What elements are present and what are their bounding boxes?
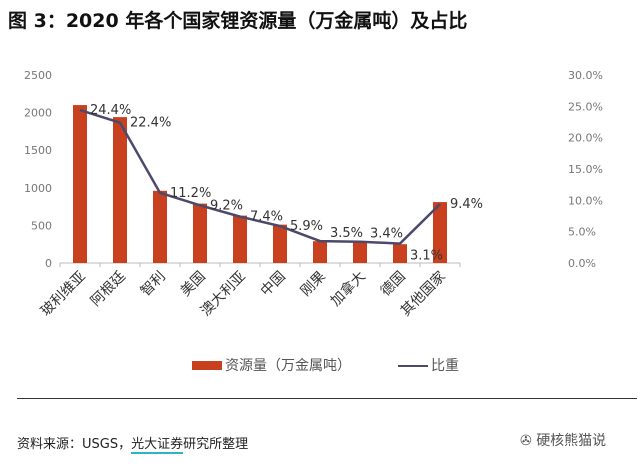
- legend-bar-label: 资源量（万金属吨）: [225, 358, 351, 374]
- data-label: 9.2%: [210, 198, 243, 213]
- y-right-tick-label: 5.0%: [568, 226, 596, 239]
- x-tick-label: 智利: [138, 269, 169, 300]
- bar: [353, 241, 367, 263]
- source-note: 资料来源：USGS，光大证券研究所整理: [17, 433, 249, 454]
- legend-line-label: 比重: [431, 358, 459, 374]
- y-right-tick-label: 30.0%: [568, 69, 603, 82]
- chart-title: 图 3：2020 年各个国家锂资源量（万金属吨）及占比: [8, 10, 468, 32]
- y-right-tick-label: 0.0%: [568, 257, 596, 270]
- watermark: ✇ 硬核熊猫说: [520, 433, 607, 449]
- data-label: 22.4%: [130, 116, 171, 131]
- bar: [313, 241, 327, 263]
- x-tick-label: 美国: [178, 269, 209, 300]
- y-left-tick-label: 500: [31, 219, 52, 232]
- y-left-tick-label: 0: [45, 257, 52, 270]
- x-tick-label: 德国: [378, 269, 409, 300]
- y-right-tick-label: 20.0%: [568, 132, 603, 145]
- x-tick-label: 刚果: [298, 269, 329, 300]
- bar: [233, 215, 247, 263]
- y-right-tick-label: 25.0%: [568, 100, 603, 113]
- data-label: 7.4%: [250, 210, 283, 225]
- data-label: 3.4%: [370, 227, 403, 242]
- y-left-tick-label: 1000: [24, 182, 52, 195]
- x-tick-label: 其他国家: [397, 268, 449, 320]
- source-org: 光大证券: [131, 437, 184, 454]
- y-left-tick-label: 1500: [24, 144, 52, 157]
- bar: [193, 203, 207, 263]
- x-tick-label: 加拿大: [327, 268, 369, 310]
- source-suffix: 研究所整理: [183, 437, 249, 452]
- line-series: [79, 108, 441, 245]
- data-label: 9.4%: [450, 197, 483, 212]
- chart: 0 500 1000 1500 2000 2500 0.0% 5.0% 10.0% 15.0% 20…: [24, 69, 603, 374]
- x-tick-label: 阿根廷: [88, 269, 129, 310]
- data-label: 3.5%: [330, 226, 363, 241]
- y-right-tick-label: 15.0%: [568, 163, 603, 176]
- bar: [73, 105, 87, 263]
- x-tick-label: 中国: [258, 269, 289, 300]
- data-label: 5.9%: [290, 219, 323, 234]
- data-label: 24.4%: [90, 103, 131, 118]
- bar: [113, 117, 127, 263]
- data-label: 11.2%: [170, 186, 211, 201]
- y-left-tick-label: 2500: [24, 69, 52, 82]
- data-label: 3.1%: [410, 249, 443, 264]
- source-prefix: 资料来源：USGS，: [17, 437, 132, 452]
- legend-bar-swatch: [192, 361, 222, 370]
- y-right-tick-label: 10.0%: [568, 194, 603, 207]
- bar: [273, 224, 287, 263]
- x-tick-label: 澳大利亚: [198, 269, 249, 320]
- watermark-text: 硬核熊猫说: [536, 433, 607, 449]
- bar: [433, 202, 447, 263]
- footer-divider: [17, 398, 637, 399]
- bar: [153, 190, 167, 263]
- y-left-tick-label: 2000: [24, 107, 52, 120]
- x-tick-label: 玻利维亚: [38, 269, 89, 320]
- bar: [393, 244, 407, 263]
